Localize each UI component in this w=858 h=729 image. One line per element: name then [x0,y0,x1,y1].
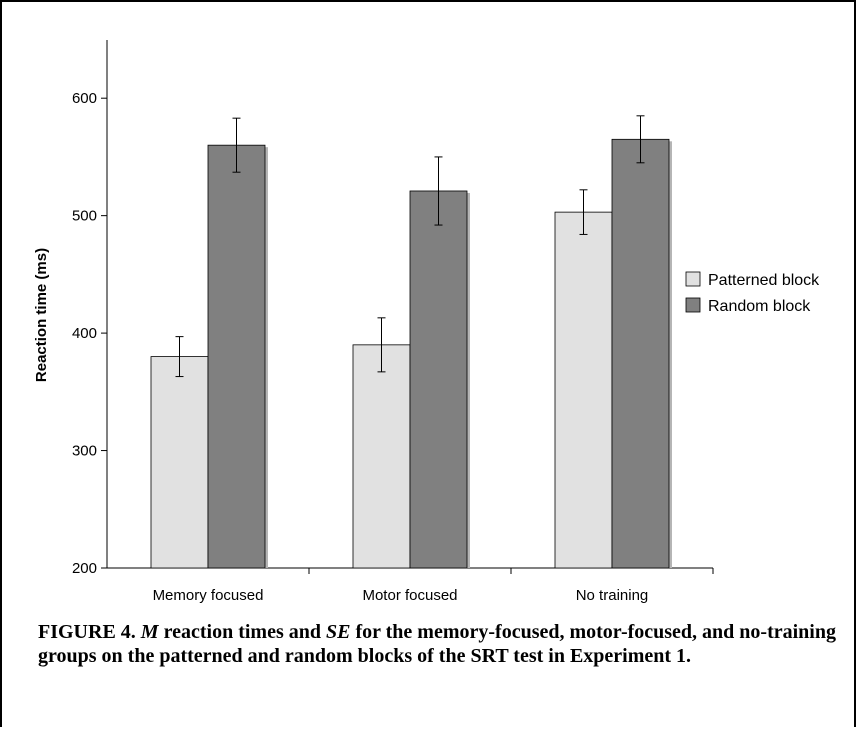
y-axis-title: Reaction time (ms) [33,248,50,382]
y-tick-label-200: 200 [72,560,97,577]
y-tick-label-600: 600 [72,90,97,107]
bar-chart: 200 300 400 500 600 Memory focused Motor focu… [33,40,820,604]
x-tick-label-2: No training [576,587,649,604]
caption-text-1: reaction times and [158,621,326,643]
caption-m: M [140,621,159,643]
y-tick-label-500: 500 [72,208,97,225]
figure-caption: FIGURE 4. M reaction times and SE for th… [38,620,838,668]
bar-patterned-2 [554,211,613,569]
legend-label-0: Patterned block [708,272,820,289]
x-tick-label-1: Motor focused [362,587,457,604]
bar-patterned-1 [352,344,411,569]
bar-random-0 [207,144,266,569]
bar-patterned-0 [150,356,209,569]
y-tick-label-400: 400 [72,325,97,342]
x-tick-label-0: Memory focused [153,587,264,604]
bar-random-1 [409,190,468,569]
caption-se: SE [326,621,351,643]
legend-swatch-1 [685,297,701,313]
legend-swatch-0 [685,271,701,287]
caption-text-2: for the memory-focused, motor-focused, a… [38,621,836,667]
legend-label-1: Random block [708,298,811,315]
bar-random-2 [611,138,670,569]
caption-label: FIGURE 4. [38,621,136,643]
y-tick-label-300: 300 [72,443,97,460]
